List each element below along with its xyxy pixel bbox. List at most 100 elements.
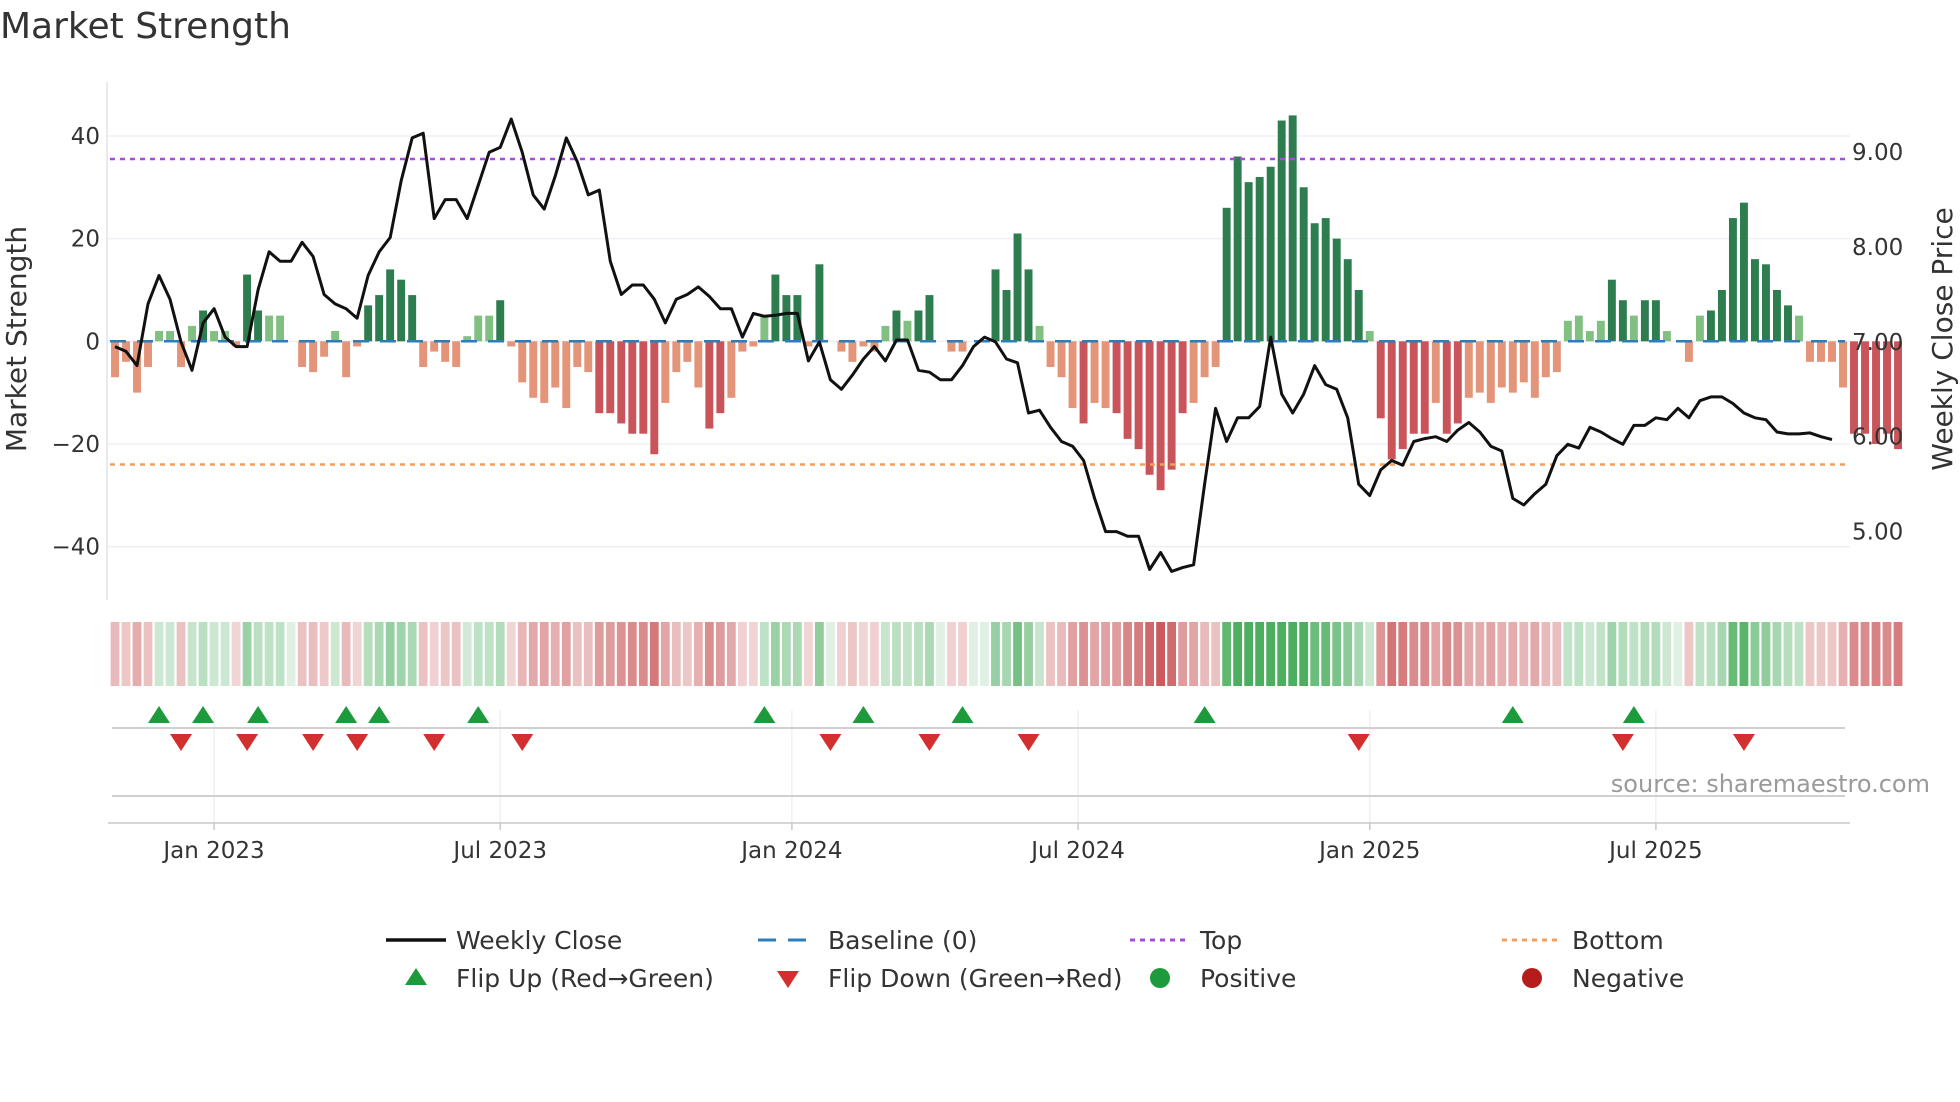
strength-bar xyxy=(463,336,472,342)
heatmap-cell xyxy=(264,622,274,686)
heatmap-cell xyxy=(1607,622,1617,686)
heatmap-cell xyxy=(1354,622,1364,686)
heatmap-cell xyxy=(528,622,538,686)
strength-bar xyxy=(1343,259,1352,342)
heatmap-cell xyxy=(1783,622,1793,686)
strength-bar xyxy=(1618,300,1627,342)
heatmap-cell xyxy=(693,622,703,686)
strength-bar xyxy=(1255,177,1264,342)
heatmap-cell xyxy=(1266,622,1276,686)
flip-up-marker xyxy=(148,706,171,723)
heatmap-cell xyxy=(495,622,505,686)
y-right-tick-label: 7.00 xyxy=(1852,330,1903,356)
strength-bar xyxy=(1453,341,1462,424)
flip-down-marker xyxy=(302,734,325,751)
heatmap-cell xyxy=(1211,622,1221,686)
heatmap-cell xyxy=(1046,622,1055,686)
strength-bar xyxy=(1684,341,1693,362)
heatmap-cell xyxy=(275,622,285,686)
heatmap-cell xyxy=(1816,622,1826,686)
strength-bar xyxy=(947,341,956,352)
heatmap-cell xyxy=(1189,622,1199,686)
heatmap-cell xyxy=(1068,622,1077,686)
heatmap-cell xyxy=(616,622,626,686)
strength-bar xyxy=(958,341,967,352)
y-left-tick-label: −20 xyxy=(51,432,100,458)
heatmap-cell xyxy=(1860,622,1870,686)
heatmap-cell xyxy=(1574,622,1584,686)
strength-bar xyxy=(320,341,329,357)
heatmap-cell xyxy=(308,622,318,686)
legend-label: Bottom xyxy=(1572,926,1664,955)
strength-bar xyxy=(584,341,593,373)
heatmap-cell xyxy=(638,622,648,686)
strength-bar xyxy=(1134,341,1143,450)
heatmap-cell xyxy=(1090,622,1099,686)
strength-bar xyxy=(672,341,681,373)
strength-bar xyxy=(914,310,923,342)
heatmap-cell xyxy=(1629,622,1639,686)
heatmap-cell xyxy=(1596,622,1606,686)
strength-bar xyxy=(1861,341,1869,434)
strength-bar xyxy=(1211,341,1220,367)
y-right-tick-label: 9.00 xyxy=(1852,140,1903,166)
strength-bar xyxy=(1189,341,1198,403)
heatmap-cell xyxy=(297,622,307,686)
strength-bar xyxy=(639,341,648,434)
heatmap-cell xyxy=(958,622,967,686)
heatmap-cell xyxy=(1453,622,1463,686)
strength-bar xyxy=(1585,331,1594,342)
heatmap-cell xyxy=(748,622,758,686)
strength-bar xyxy=(342,341,351,378)
heatmap-cell xyxy=(1288,622,1298,686)
strength-bar xyxy=(1024,269,1033,342)
heatmap-cell xyxy=(1079,622,1088,686)
strength-bar xyxy=(1310,223,1319,342)
heatmap-cell xyxy=(969,622,978,686)
strength-bar xyxy=(595,341,604,414)
heatmap-cell xyxy=(1442,622,1452,686)
strength-bar xyxy=(1431,341,1440,403)
strength-bar xyxy=(1508,341,1517,393)
y-right-tick-label: 8.00 xyxy=(1852,235,1903,261)
heatmap-cell xyxy=(1552,622,1562,686)
heatmap-cell xyxy=(1805,622,1815,686)
heatmap-cell xyxy=(363,622,373,686)
strength-bar xyxy=(1101,341,1110,409)
heatmap-cell xyxy=(341,622,351,686)
x-tick-label: Jul 2024 xyxy=(1029,838,1125,864)
heatmap-cell xyxy=(396,622,406,686)
strength-bar xyxy=(1872,341,1880,444)
legend-label: Negative xyxy=(1572,964,1684,993)
flip-down-marker xyxy=(170,734,193,751)
flip-up-marker xyxy=(852,706,875,723)
heatmap-cell xyxy=(1332,622,1342,686)
strength-bar xyxy=(1640,300,1649,342)
heatmap-cell xyxy=(936,622,945,686)
heatmap-cell xyxy=(1849,622,1859,686)
heatmap-cell xyxy=(1838,622,1848,686)
heatmap-cell xyxy=(1310,622,1320,686)
strength-bar xyxy=(331,331,340,342)
legend-label: Positive xyxy=(1200,964,1296,993)
y-right-tick-label: 5.00 xyxy=(1852,520,1903,546)
heatmap-cell xyxy=(198,622,208,686)
heatmap-cell xyxy=(1695,622,1705,686)
strength-bar xyxy=(1728,218,1737,342)
strength-bar xyxy=(1178,341,1187,414)
strength-bar xyxy=(419,341,428,367)
strength-bar xyxy=(1387,341,1396,460)
heatmap-cell xyxy=(925,622,934,686)
heatmap-cell xyxy=(594,622,604,686)
heatmap-cell xyxy=(1420,622,1430,686)
flip-up-marker xyxy=(335,706,358,723)
legend-symbol xyxy=(777,971,799,988)
strength-bar xyxy=(144,341,152,367)
heatmap-cell xyxy=(1101,622,1110,686)
flip-up-marker xyxy=(1193,706,1216,723)
strength-bar xyxy=(771,274,780,342)
heatmap-cell xyxy=(1145,622,1155,686)
heatmap-cell xyxy=(1508,622,1518,686)
strength-bar xyxy=(694,341,703,388)
heatmap-cell xyxy=(1112,622,1121,686)
